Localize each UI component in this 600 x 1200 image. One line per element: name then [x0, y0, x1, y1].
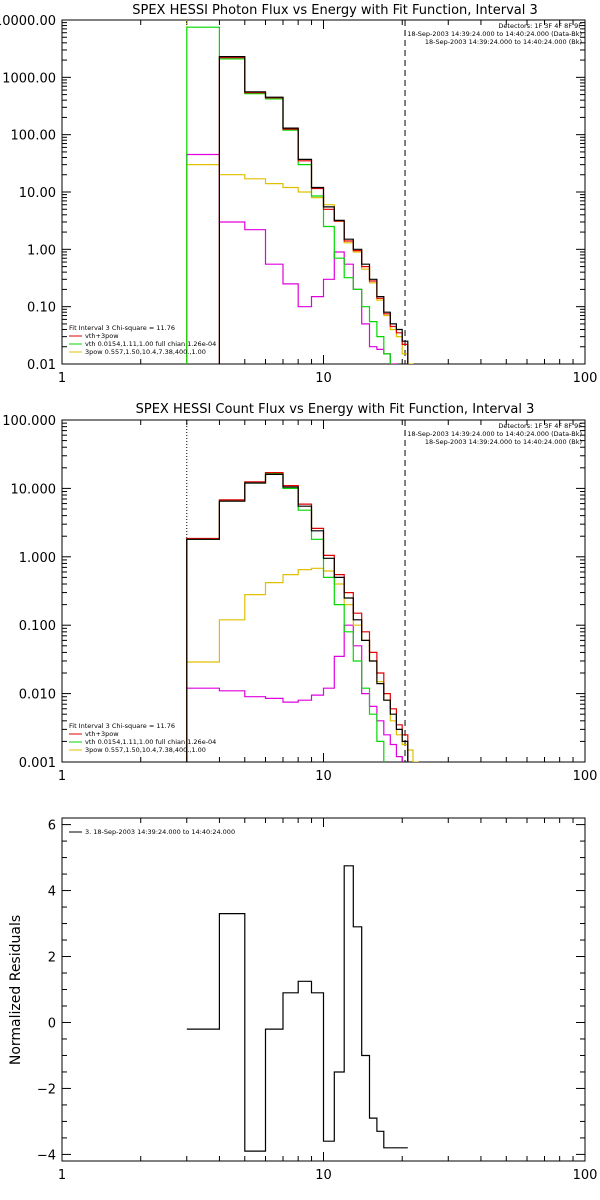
residuals-x-tick-label: 100: [573, 1168, 598, 1183]
count-y-tick-label: 0.001: [19, 756, 56, 771]
residuals-series-group: [186, 865, 408, 1152]
residuals-y-tick-label: 4: [48, 885, 56, 900]
residuals-y-tick-label: 0: [48, 1016, 56, 1031]
photon-legend-entry: Fit Interval 3 Chi-square = 11.76: [69, 324, 175, 332]
residuals-y-tick-label: −4: [37, 1148, 56, 1163]
count-y-tick-label: 0.100: [19, 619, 56, 634]
photon-y-tick-label: 10000.00: [0, 14, 56, 29]
photon-header-line: 18-Sep-2003 14:39:24.000 to 14:40:24.000…: [425, 38, 582, 46]
count-flux-panel: SPEX HESSI Count Flux vs Energy with Fit…: [2, 402, 597, 784]
count-header-line: 18-Sep-2003 14:39:24.000 to 14:40:24.000…: [407, 430, 582, 438]
residuals-legend-entry: 3. 18-Sep-2003 14:39:24.000 to 14:40:24.…: [85, 828, 235, 836]
photon-y-tick-label: 0.10: [27, 301, 56, 316]
photon-x-tick-label: 100: [573, 371, 598, 386]
count-series-vth: [186, 472, 385, 762]
count-y-tick-label: 10.000: [11, 482, 57, 497]
photon-y-tick-label: 0.01: [27, 358, 56, 373]
count-x-tick-label: 1: [58, 769, 66, 784]
count-x-tick-label: 10: [315, 769, 332, 784]
photon-x-tick-label: 1: [58, 371, 66, 386]
residuals-x-tick-label: 1: [58, 1168, 66, 1183]
count-y-tick-label: 1.000: [19, 551, 56, 566]
photon-series-vth: [186, 26, 391, 364]
photon-legend-entry: 3pow 0.557,1.50,10.4,7.38,400.,1.00: [85, 348, 206, 356]
photon-header-line: 18-Sep-2003 14:39:24.000 to 14:40:24.000…: [407, 30, 582, 38]
residuals-series-residuals: [186, 865, 408, 1152]
count-flux-title: SPEX HESSI Count Flux vs Energy with Fit…: [136, 402, 535, 417]
count-y-tick-label: 0.010: [19, 688, 56, 703]
residuals-y-tick-label: −2: [37, 1082, 56, 1097]
residuals-y-tick-label: 2: [48, 951, 56, 966]
count-x-tick-label: 100: [573, 769, 598, 784]
residuals-y-axis-label: Normalized Residuals: [8, 915, 24, 1065]
residuals-x-tick-label: 10: [315, 1168, 332, 1183]
photon-series-vth-3pow: [218, 57, 409, 364]
photon-flux-title: SPEX HESSI Photon Flux vs Energy with Fi…: [132, 3, 538, 18]
count-header-line: Detectors: 1F 3F 4F 8F 9F: [498, 422, 582, 430]
photon-series-3pow: [186, 164, 414, 364]
photon-x-tick-label: 10: [315, 371, 332, 386]
photon-series-data: [218, 56, 409, 364]
count-series-group: [186, 472, 419, 762]
count-legend-entry: Fit Interval 3 Chi-square = 11.76: [69, 722, 175, 730]
photon-series-group: [186, 26, 414, 364]
photon-legend-entry: vth 0.0154,1.11,1.00 full chian 1.26e-04: [85, 340, 216, 348]
count-legend-entry: 3pow 0.557,1.50,10.4,7.38,400.,1.00: [85, 746, 206, 754]
photon-flux-panel: SPEX HESSI Photon Flux vs Energy with Fi…: [0, 3, 597, 386]
count-legend-entry: vth 0.0154,1.11,1.00 full chian 1.26e-04: [85, 738, 216, 746]
count-plot-frame: [61, 419, 586, 763]
photon-y-tick-label: 100.00: [11, 129, 57, 144]
count-legend-entry: vth+3pow: [85, 730, 119, 738]
photon-header-line: Detectors: 1F 3F 4F 8F 9F: [498, 22, 582, 30]
photon-legend-entry: vth+3pow: [85, 332, 119, 340]
count-series-comp: [186, 624, 403, 762]
count-header-line: 18-Sep-2003 14:39:24.000 to 14:40:24.000…: [425, 438, 582, 446]
photon-y-tick-label: 1.00: [27, 243, 56, 258]
count-series-3pow: [186, 567, 419, 762]
photon-y-tick-label: 1000.00: [2, 71, 56, 86]
count-y-tick-label: 100.000: [2, 414, 56, 429]
residuals-panel: Normalized Residuals 1 10 100 −4 −2 0 2 4 6 3. 18…: [8, 817, 598, 1183]
residuals-y-tick-label: 6: [48, 819, 56, 834]
photon-y-tick-label: 10.00: [19, 186, 56, 201]
count-series-data: [186, 473, 409, 762]
